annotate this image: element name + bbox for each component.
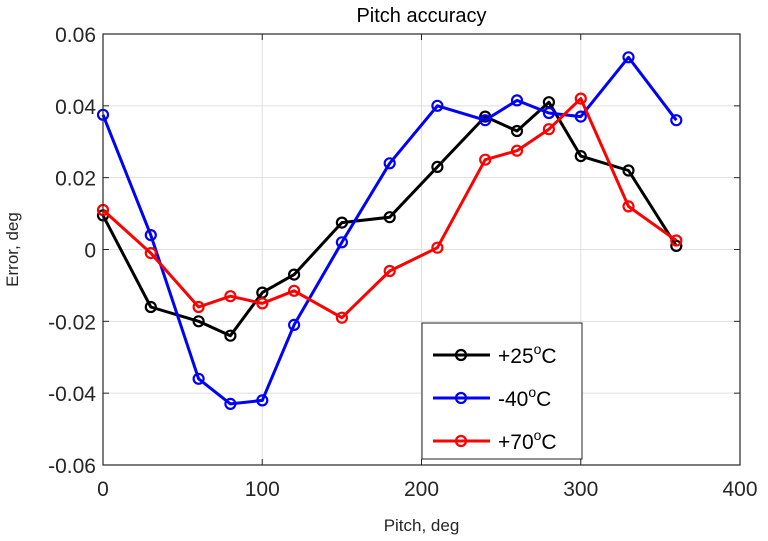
legend-label: -40oC xyxy=(498,384,551,411)
series-line xyxy=(101,100,678,338)
data-point xyxy=(574,110,587,123)
data-point xyxy=(288,318,301,331)
y-tick-label: 0.02 xyxy=(55,168,96,191)
data-point xyxy=(288,268,301,281)
data-point xyxy=(335,236,348,249)
data-point xyxy=(335,311,348,324)
data-point xyxy=(574,92,587,105)
legend-box xyxy=(421,322,583,460)
x-axis-label: Pitch, deg xyxy=(384,516,460,535)
data-point xyxy=(192,315,205,328)
data-point xyxy=(192,372,205,385)
y-tick-label: 0.04 xyxy=(55,96,96,119)
data-point xyxy=(574,150,587,163)
legend-marker xyxy=(454,434,468,448)
data-point xyxy=(144,300,157,314)
data-point xyxy=(670,114,683,127)
x-tick-label: 0 xyxy=(97,478,109,501)
data-point xyxy=(224,329,237,342)
data-point xyxy=(256,394,269,407)
series-group xyxy=(96,92,683,324)
data-point xyxy=(622,200,635,213)
data-point xyxy=(288,284,301,297)
data-point xyxy=(622,164,635,177)
data-point xyxy=(224,290,237,303)
data-point xyxy=(622,51,635,64)
legend: +25oC -40oC +70oC xyxy=(421,322,583,460)
legend-marker xyxy=(454,348,468,362)
x-tick-label: 300 xyxy=(563,478,598,501)
y-tick-label: -0.06 xyxy=(48,455,96,478)
data-point xyxy=(479,114,492,127)
data-point xyxy=(670,234,683,247)
data-point xyxy=(431,99,444,112)
data-point xyxy=(431,241,444,254)
series-line xyxy=(101,55,678,406)
data-point xyxy=(256,297,269,310)
series-line xyxy=(101,97,678,320)
y-tick-label: -0.02 xyxy=(48,311,96,334)
data-point xyxy=(224,397,237,410)
data-point xyxy=(510,124,524,138)
data-point xyxy=(335,216,348,229)
data-point xyxy=(383,211,396,224)
x-tick-label: 100 xyxy=(245,478,280,501)
data-point xyxy=(383,264,396,278)
y-tick-label: 0.06 xyxy=(55,24,96,47)
data-point xyxy=(144,247,157,260)
data-point xyxy=(542,106,556,120)
data-point xyxy=(510,144,524,157)
data-point xyxy=(510,94,524,107)
x-tick-label: 200 xyxy=(404,478,439,501)
data-point xyxy=(542,123,556,136)
x-tick-label: 400 xyxy=(722,478,757,501)
y-axis-label: Error, deg xyxy=(3,212,22,287)
series-layer xyxy=(96,51,683,410)
data-point xyxy=(431,160,444,173)
axis-ticks: 0 100 200 300 400 -0.06 -0.04 -0.02 0 0.02 0.04 0.0… xyxy=(48,24,757,501)
series-group xyxy=(96,96,683,342)
data-point xyxy=(383,157,396,170)
legend-label: +70oC xyxy=(498,427,557,454)
y-tick-label: 0 xyxy=(84,240,96,263)
y-tick-label: -0.04 xyxy=(48,383,96,406)
data-point xyxy=(144,229,157,242)
legend-marker xyxy=(454,391,468,405)
data-point xyxy=(670,239,683,252)
legend-label: +25oC xyxy=(498,341,557,368)
data-point xyxy=(192,300,205,314)
chart-title: Pitch accuracy xyxy=(356,5,486,27)
data-point xyxy=(479,153,492,166)
